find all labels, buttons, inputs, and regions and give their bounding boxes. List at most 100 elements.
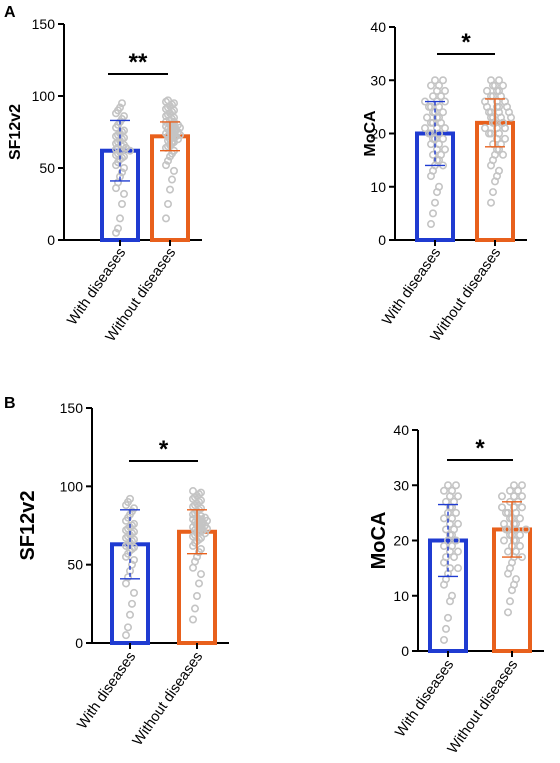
data-point [436, 150, 445, 159]
data-point [438, 108, 447, 117]
data-point [170, 99, 179, 108]
y-tick-label: 50 [39, 160, 55, 176]
data-point [120, 189, 129, 198]
x-tick-label: With diseases [379, 245, 444, 328]
data-point [499, 536, 508, 545]
data-point [447, 591, 456, 600]
data-point [492, 102, 501, 111]
data-point [494, 76, 503, 85]
data-point [451, 536, 460, 545]
data-point [116, 214, 125, 223]
y-tick-label: 100 [32, 88, 56, 104]
data-point [424, 129, 433, 138]
data-point [480, 124, 489, 133]
data-point [162, 129, 171, 138]
data-point [112, 228, 121, 237]
y-tick-label: 20 [370, 126, 386, 142]
data-point [505, 486, 514, 495]
y-tick-label: 20 [393, 533, 409, 549]
data-point [509, 492, 518, 501]
significance-label: * [159, 436, 169, 463]
data-point [126, 494, 135, 503]
data-point [447, 486, 456, 495]
data-point [517, 481, 526, 490]
data-point [166, 185, 175, 194]
data-point [498, 81, 507, 90]
panel-letter-a: A [4, 4, 16, 21]
y-axis-title: SF12v2 [7, 104, 24, 160]
data-point [511, 575, 520, 584]
y-tick-label: 40 [393, 422, 409, 438]
data-point [511, 547, 520, 556]
data-point [170, 122, 179, 131]
data-point [122, 631, 131, 640]
data-point [130, 588, 139, 597]
data-point [486, 198, 495, 207]
data-point [201, 513, 210, 522]
x-tick-label: With diseases [74, 649, 139, 732]
data-point [164, 156, 173, 165]
data-point [500, 134, 509, 143]
data-point [440, 124, 449, 133]
data-point [118, 168, 127, 177]
data-point [498, 150, 507, 159]
data-point [197, 570, 206, 579]
data-point [422, 113, 431, 122]
data-point [162, 161, 171, 170]
data-point [130, 555, 139, 564]
data-point [189, 487, 198, 496]
panel-letter-b: B [4, 395, 16, 412]
data-point [195, 579, 204, 588]
data-point [164, 200, 173, 209]
data-point [445, 530, 454, 539]
data-point [424, 102, 433, 111]
data-point [428, 150, 437, 159]
data-point [436, 92, 445, 101]
data-point [441, 624, 450, 633]
data-point [443, 481, 452, 490]
data-point [189, 523, 198, 532]
y-tick-label: 30 [370, 72, 386, 88]
data-point [441, 525, 450, 534]
y-tick-label: 10 [370, 179, 386, 195]
data-point [124, 623, 133, 632]
data-point [430, 198, 439, 207]
data-point [447, 542, 456, 551]
data-point [451, 508, 460, 517]
y-tick-label: 30 [393, 477, 409, 493]
x-tick-label: Without diseases [130, 649, 206, 749]
data-point [114, 224, 123, 233]
data-point [499, 519, 508, 528]
data-point [484, 129, 493, 138]
data-point [193, 591, 202, 600]
data-point [118, 200, 127, 209]
data-point [453, 492, 462, 501]
data-point [503, 547, 512, 556]
data-point [438, 76, 447, 85]
data-point [189, 563, 198, 572]
y-tick-label: 40 [370, 19, 386, 35]
data-point [434, 81, 443, 90]
data-point [128, 560, 137, 569]
data-point [191, 557, 200, 566]
data-point [430, 76, 439, 85]
data-point [438, 134, 447, 143]
data-point [447, 514, 456, 523]
data-point [189, 615, 198, 624]
data-point [434, 182, 443, 191]
y-tick-label: 150 [32, 16, 56, 32]
data-point [486, 76, 495, 85]
data-point [517, 503, 526, 512]
data-point [126, 610, 135, 619]
data-point [120, 164, 129, 173]
data-point [170, 166, 179, 175]
data-point [440, 86, 449, 95]
data-point [440, 145, 449, 154]
significance-label: * [475, 435, 485, 462]
